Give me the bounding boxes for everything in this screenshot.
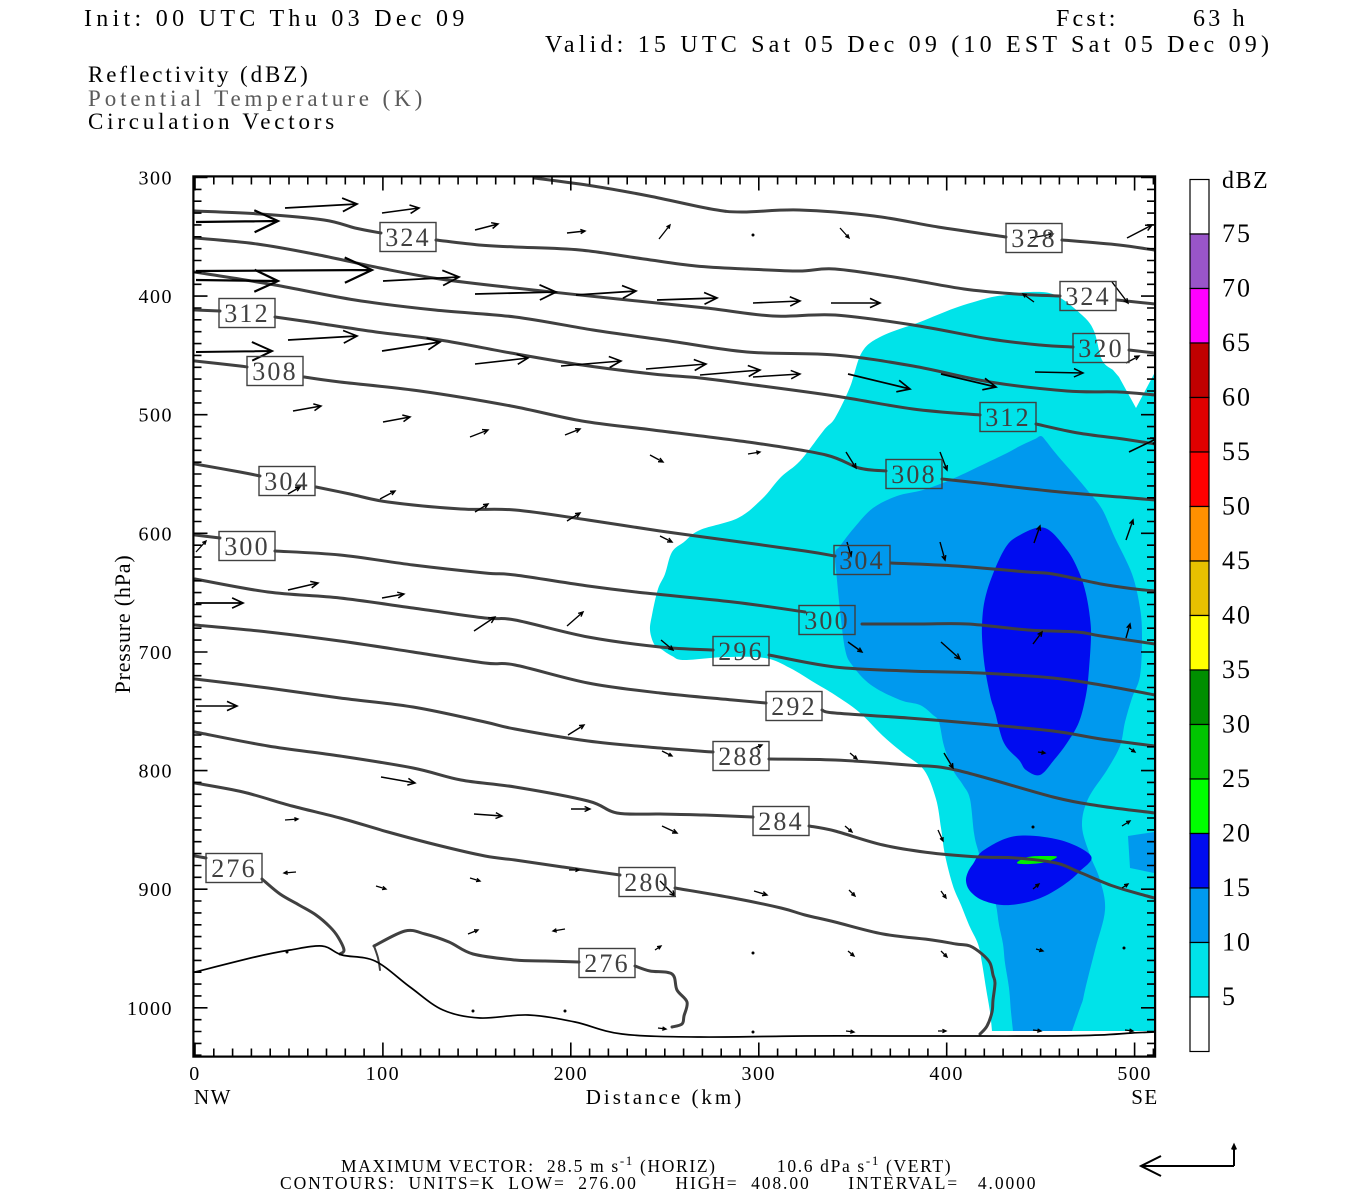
svg-text:35: 35 [1222, 655, 1252, 684]
svg-text:304: 304 [839, 546, 885, 575]
svg-text:400: 400 [139, 286, 174, 308]
svg-text:300: 300 [742, 1063, 777, 1085]
svg-text:300: 300 [804, 606, 850, 635]
svg-text:308: 308 [891, 460, 937, 489]
svg-text:308: 308 [252, 357, 298, 386]
svg-text:SE: SE [1131, 1085, 1159, 1109]
svg-text:Circulation Vectors: Circulation Vectors [88, 109, 338, 134]
svg-text:70: 70 [1222, 274, 1252, 303]
svg-text:100: 100 [366, 1063, 401, 1085]
svg-text:200: 200 [554, 1063, 589, 1085]
svg-text:Potential Temperature (K): Potential Temperature (K) [88, 86, 426, 111]
svg-text:NW: NW [194, 1085, 232, 1109]
svg-text:65: 65 [1222, 328, 1252, 357]
svg-text:Init: 00 UTC Thu 03 Dec 09: Init: 00 UTC Thu 03 Dec 09 [84, 6, 469, 32]
svg-text:Pressure (hPa): Pressure (hPa) [110, 555, 135, 694]
svg-text:25: 25 [1222, 764, 1252, 793]
svg-text:296: 296 [718, 637, 764, 666]
svg-text:900: 900 [139, 879, 174, 901]
svg-text:320: 320 [1078, 334, 1124, 363]
svg-text:10: 10 [1222, 928, 1252, 957]
svg-text:800: 800 [139, 761, 174, 783]
svg-text:0: 0 [189, 1063, 201, 1085]
svg-text:Reflectivity (dBZ): Reflectivity (dBZ) [88, 62, 311, 87]
svg-text:600: 600 [139, 523, 174, 545]
svg-text:1000: 1000 [127, 998, 173, 1020]
svg-text:5: 5 [1222, 982, 1237, 1011]
svg-text:276: 276 [584, 949, 630, 978]
svg-text:312: 312 [985, 403, 1031, 432]
svg-text:328: 328 [1011, 224, 1057, 253]
svg-text:60: 60 [1222, 383, 1252, 412]
svg-text:15: 15 [1222, 873, 1252, 902]
svg-text:dBZ: dBZ [1222, 168, 1269, 194]
svg-text:40: 40 [1222, 601, 1252, 630]
svg-text:300: 300 [224, 532, 270, 561]
svg-text:292: 292 [771, 692, 817, 721]
svg-text:75: 75 [1222, 219, 1252, 248]
svg-text:MAXIMUM VECTOR: 28.5 m s-1 (H: MAXIMUM VECTOR: 28.5 m s-1 (HORIZ) 10.6 … [341, 1153, 952, 1177]
svg-text:312: 312 [224, 299, 270, 328]
svg-text:304: 304 [264, 467, 310, 496]
svg-text:276: 276 [211, 854, 257, 883]
svg-text:288: 288 [718, 742, 764, 771]
svg-text:45: 45 [1222, 546, 1252, 575]
svg-text:55: 55 [1222, 437, 1252, 466]
svg-text:30: 30 [1222, 710, 1252, 739]
svg-text:280: 280 [624, 868, 670, 897]
svg-text:284: 284 [758, 807, 804, 836]
svg-text:50: 50 [1222, 492, 1252, 521]
svg-text:300: 300 [139, 168, 174, 190]
svg-text:Fcst:: Fcst: [1056, 6, 1119, 32]
svg-text:500: 500 [139, 405, 174, 427]
svg-text:Distance (km): Distance (km) [586, 1085, 745, 1109]
svg-text:20: 20 [1222, 819, 1252, 848]
svg-text:400: 400 [929, 1063, 964, 1085]
svg-text:500: 500 [1117, 1063, 1152, 1085]
svg-text:Valid: 15 UTC Sat 05 Dec 09 (1: Valid: 15 UTC Sat 05 Dec 09 (10 EST Sat … [545, 32, 1273, 58]
svg-text:700: 700 [139, 642, 174, 664]
svg-text:63 h: 63 h [1193, 6, 1248, 32]
svg-text:324: 324 [1065, 282, 1111, 311]
svg-text:CONTOURS: UNITS=K LOW= 276.: CONTOURS: UNITS=K LOW= 276.00 HIGH= 408.… [280, 1173, 1037, 1193]
svg-text:324: 324 [385, 223, 431, 252]
